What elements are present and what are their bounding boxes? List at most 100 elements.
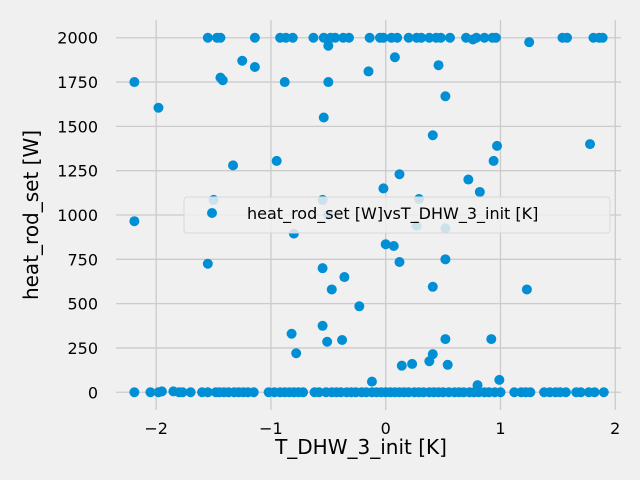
data-point — [521, 284, 532, 295]
data-point — [364, 32, 375, 43]
data-point — [129, 77, 140, 88]
data-point — [575, 387, 586, 398]
data-point — [249, 61, 260, 72]
data-point — [337, 334, 348, 345]
x-tick-label: −2 — [144, 419, 168, 438]
data-point — [490, 32, 501, 43]
data-point — [435, 32, 446, 43]
x-axis-label: T_DHW_3_init [K] — [274, 435, 447, 459]
data-point — [202, 32, 213, 43]
data-point — [248, 387, 259, 398]
x-tick-label: 1 — [495, 419, 505, 438]
data-point — [442, 359, 453, 370]
data-point — [378, 32, 389, 43]
data-point — [427, 281, 438, 292]
data-point — [416, 32, 427, 43]
data-point — [388, 241, 399, 252]
data-point — [366, 376, 377, 387]
data-point — [271, 155, 282, 166]
data-point — [330, 32, 341, 43]
data-point — [177, 387, 188, 398]
data-point — [509, 387, 520, 398]
data-point — [217, 75, 228, 86]
data-point — [308, 32, 319, 43]
data-point — [326, 284, 337, 295]
legend-label: heat_rod_set [W]vsT_DHW_3_init [K] — [247, 204, 538, 224]
data-point — [440, 254, 451, 265]
data-point — [280, 32, 291, 43]
data-point — [286, 328, 297, 339]
data-point — [495, 387, 506, 398]
data-point — [317, 320, 328, 331]
y-tick-label: 0 — [88, 383, 98, 402]
data-point — [424, 32, 435, 43]
x-tick-labels: −2 −1 0 1 2 — [144, 419, 620, 438]
data-point — [488, 155, 499, 166]
y-tick-label: 500 — [67, 295, 98, 314]
data-point — [317, 263, 328, 274]
data-point — [396, 360, 407, 371]
data-point — [424, 356, 435, 367]
data-point — [298, 387, 309, 398]
data-point — [323, 77, 334, 88]
data-point — [598, 387, 609, 398]
data-point — [323, 40, 334, 51]
data-point — [185, 387, 196, 398]
y-tick-label: 250 — [67, 339, 98, 358]
data-point — [433, 60, 444, 71]
data-point — [215, 32, 226, 43]
data-point — [318, 112, 329, 123]
data-point — [474, 186, 485, 197]
data-point — [291, 348, 302, 359]
data-point — [287, 32, 298, 43]
y-tick-label: 1000 — [57, 206, 98, 225]
data-point — [314, 387, 325, 398]
data-point — [202, 258, 213, 269]
data-point — [237, 55, 248, 66]
data-point — [389, 52, 400, 63]
y-tick-label: 1500 — [57, 117, 98, 136]
data-point — [562, 32, 573, 43]
x-tick-label: 2 — [610, 419, 620, 438]
data-point — [380, 239, 391, 250]
y-tick-labels: 0 250 500 750 1000 1250 1500 1750 2000 — [57, 29, 98, 403]
y-tick-label: 750 — [67, 250, 98, 269]
data-point — [279, 77, 290, 88]
data-point — [494, 374, 505, 385]
data-point — [440, 91, 451, 102]
data-point — [403, 32, 414, 43]
data-point — [354, 301, 365, 312]
data-point — [597, 32, 608, 43]
data-point — [407, 358, 418, 369]
data-point — [486, 334, 497, 345]
data-point — [585, 139, 596, 150]
y-tick-label: 1750 — [57, 73, 98, 92]
data-point — [228, 160, 239, 171]
data-point — [492, 140, 503, 151]
data-point — [156, 386, 167, 397]
data-point — [129, 216, 140, 227]
data-point — [249, 32, 260, 43]
data-point — [378, 183, 389, 194]
data-point — [202, 387, 213, 398]
x-tick-label: 0 — [381, 419, 391, 438]
data-point — [525, 387, 536, 398]
y-tick-label: 2000 — [57, 29, 98, 48]
data-point — [427, 130, 438, 141]
data-point — [463, 174, 474, 185]
legend-box — [183, 196, 611, 234]
data-points — [129, 32, 609, 398]
data-point — [444, 32, 455, 43]
data-point — [153, 102, 164, 113]
data-point — [322, 336, 333, 347]
legend-marker — [207, 208, 217, 218]
y-tick-label: 1250 — [57, 162, 98, 181]
legend: heat_rod_set [W]vsT_DHW_3_init [K] — [183, 196, 611, 234]
data-point — [471, 32, 482, 43]
data-point — [560, 387, 571, 398]
y-axis-label: heat_rod_set [W] — [19, 130, 43, 300]
data-point — [392, 32, 403, 43]
data-point — [145, 387, 156, 398]
data-point — [479, 32, 490, 43]
